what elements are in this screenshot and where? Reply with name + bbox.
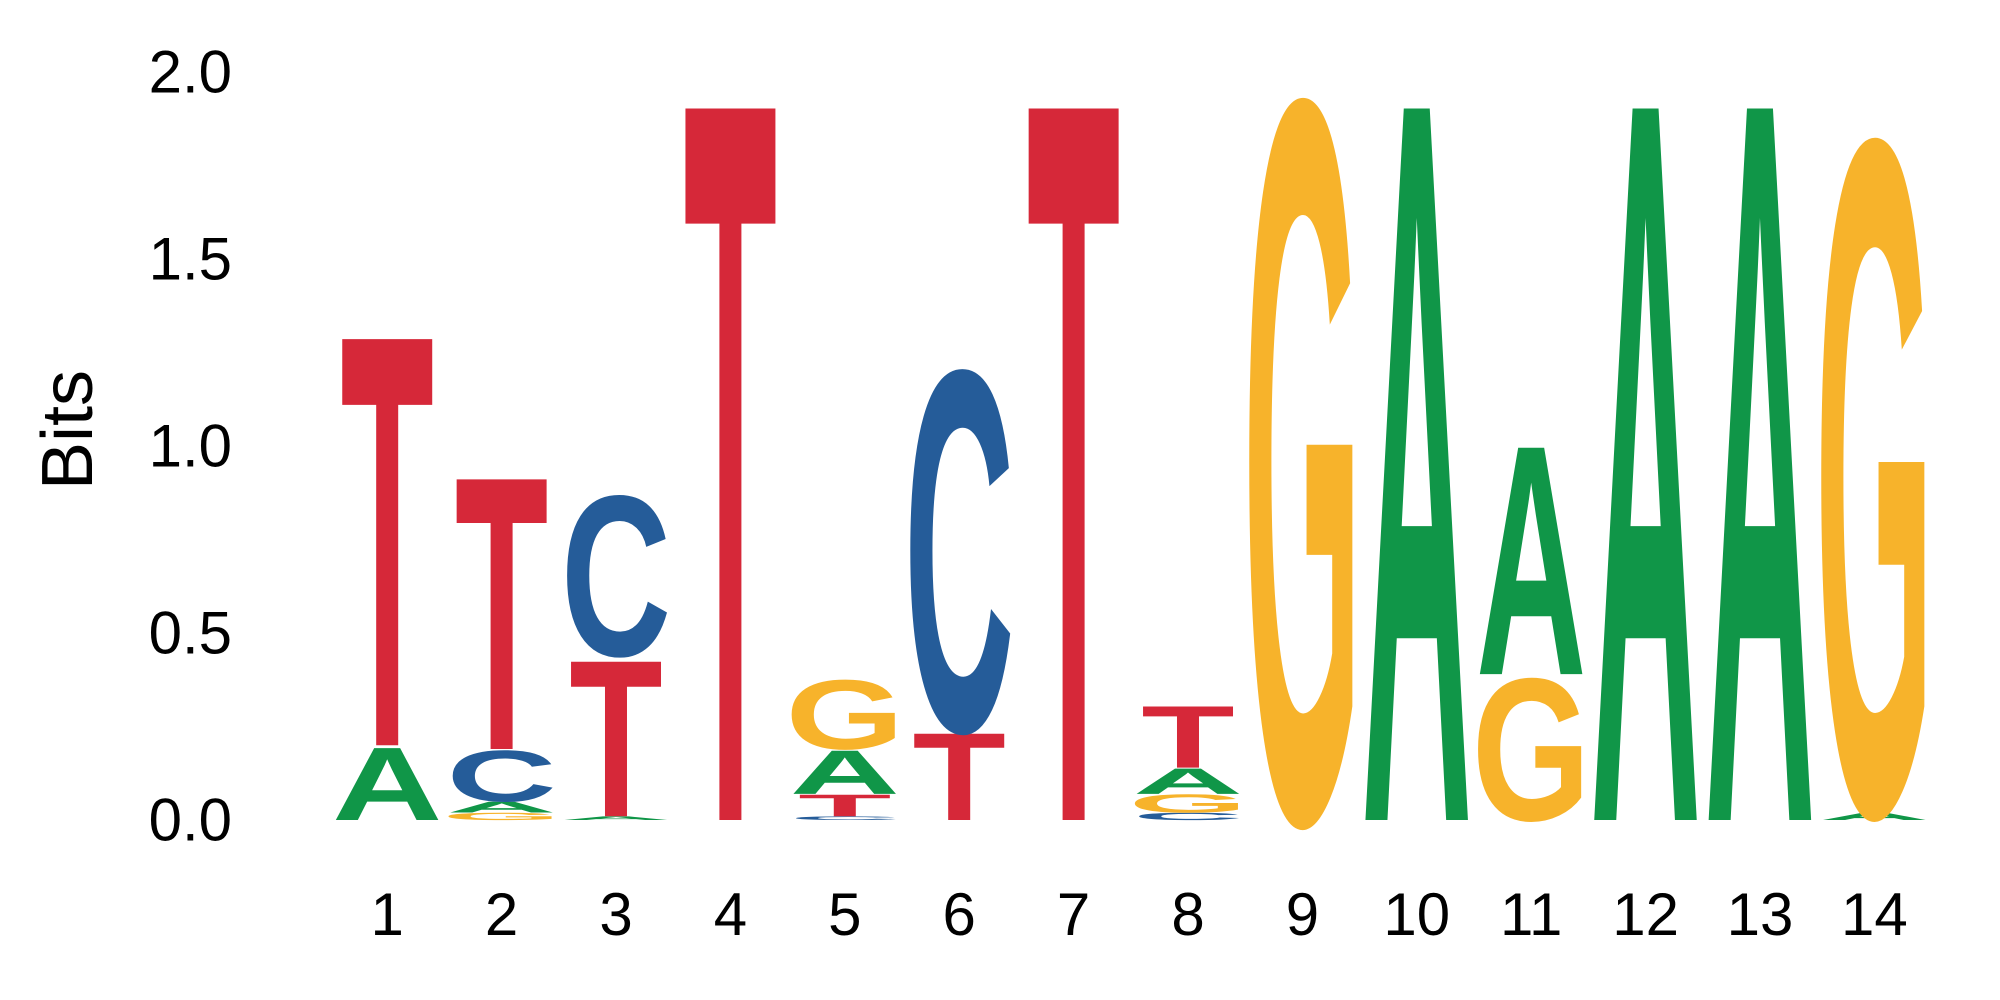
- base-letter-a: A: [332, 726, 442, 843]
- base-glyph: T: [1141, 688, 1234, 787]
- base-glyph: T: [913, 706, 1006, 847]
- base-letter-t: T: [455, 396, 548, 833]
- base-letter-t: T: [341, 213, 434, 872]
- x-tick-label: 8: [1171, 881, 1204, 948]
- base-letter-t: T: [569, 613, 662, 864]
- base-letter-a: A: [561, 815, 671, 821]
- logo-column: TC: [904, 262, 1014, 847]
- y-tick-label: 0.0: [149, 787, 232, 854]
- base-letter-a: A: [1590, 0, 1700, 1000]
- base-letter-a: A: [1362, 0, 1472, 1000]
- x-tick-label: 2: [485, 881, 518, 948]
- x-tick-label: 10: [1383, 881, 1450, 948]
- y-tick-label: 2.0: [149, 39, 232, 106]
- x-tick-label: 3: [599, 881, 632, 948]
- base-glyph: T: [684, 0, 777, 1000]
- base-glyph: C: [446, 736, 556, 817]
- base-letter-t: T: [913, 706, 1006, 847]
- base-letter-a: A: [790, 737, 900, 807]
- base-letter-a: A: [1819, 811, 1929, 823]
- base-letter-a: A: [1133, 761, 1243, 802]
- base-letter-t: T: [1027, 0, 1120, 1000]
- y-axis-title: Bits: [28, 370, 108, 490]
- base-letter-g: G: [1129, 789, 1248, 818]
- logo-column: A: [1590, 0, 1700, 1000]
- logo-column: G: [1243, 0, 1362, 1000]
- x-tick-label: 12: [1612, 881, 1679, 948]
- base-glyph: G: [1243, 0, 1362, 1000]
- y-tick-label: 1.0: [149, 413, 232, 480]
- base-glyph: T: [798, 788, 891, 823]
- logo-column: AG: [1815, 0, 1934, 1000]
- base-letter-t: T: [1141, 688, 1234, 787]
- base-glyph: G: [1129, 789, 1248, 818]
- base-letter-a: A: [446, 799, 556, 816]
- base-glyph: T: [341, 213, 434, 872]
- x-tick-label: 13: [1727, 881, 1794, 948]
- x-axis: 1 2 3 4 5 6 7 8 9 10 11 12 13 14: [371, 881, 1908, 948]
- base-glyph: T: [1027, 0, 1120, 1000]
- base-glyph: C: [790, 815, 900, 821]
- base-glyph: G: [442, 811, 561, 823]
- base-glyph: A: [446, 799, 556, 816]
- base-glyph: C: [561, 448, 671, 705]
- base-glyph: A: [1476, 378, 1586, 745]
- base-glyph: A: [1819, 811, 1929, 823]
- base-letter-c: C: [446, 736, 556, 817]
- base-glyph: A: [790, 737, 900, 807]
- base-glyph: A: [1590, 0, 1700, 1000]
- base-glyph: C: [1133, 811, 1243, 823]
- base-glyph: T: [455, 396, 548, 833]
- base-letter-c: C: [1133, 811, 1243, 823]
- base-glyph: C: [904, 262, 1014, 840]
- x-tick-label: 7: [1057, 881, 1090, 948]
- base-letter-c: C: [904, 262, 1014, 840]
- base-letter-a: A: [1476, 378, 1586, 745]
- base-letter-g: G: [442, 811, 561, 823]
- logo-column: T: [684, 0, 777, 1000]
- base-glyph: A: [1705, 0, 1815, 1000]
- base-glyph: A: [561, 815, 671, 821]
- x-tick-label: 11: [1500, 881, 1562, 948]
- base-letter-g: G: [1243, 0, 1362, 1000]
- x-tick-label: 1: [371, 881, 404, 948]
- base-letter-g: G: [1815, 0, 1934, 1000]
- base-letter-c: C: [790, 815, 900, 821]
- base-letter-g: G: [1472, 637, 1591, 864]
- base-glyph: G: [1472, 637, 1591, 864]
- base-letter-a: A: [1705, 0, 1815, 1000]
- y-tick-label: 1.5: [149, 226, 232, 293]
- x-tick-label: 14: [1841, 881, 1908, 948]
- y-tick-label: 0.5: [149, 600, 232, 667]
- base-glyph: A: [1133, 761, 1243, 802]
- base-letter-t: T: [684, 0, 777, 1000]
- logo-column: ATC: [561, 448, 671, 864]
- base-letter-g: G: [785, 660, 904, 771]
- x-tick-label: 6: [943, 881, 976, 948]
- base-glyph: A: [332, 726, 442, 843]
- base-glyph: T: [569, 613, 662, 864]
- x-tick-label: 4: [714, 881, 747, 948]
- logo-column: AT: [332, 213, 442, 872]
- logo-column: A: [1362, 0, 1472, 1000]
- base-glyph: G: [1815, 0, 1934, 1000]
- base-glyph: G: [785, 660, 904, 771]
- base-letter-c: C: [561, 448, 671, 705]
- logo-column: A: [1705, 0, 1815, 1000]
- x-tick-label: 5: [828, 881, 861, 948]
- base-letter-t: T: [798, 788, 891, 823]
- logo-column: T: [1027, 0, 1120, 1000]
- x-tick-label: 9: [1286, 881, 1319, 948]
- logo-column: GA: [1472, 378, 1591, 864]
- base-glyph: A: [1362, 0, 1472, 1000]
- y-axis: 0.0 0.5 1.0 1.5 2.0: [149, 39, 232, 854]
